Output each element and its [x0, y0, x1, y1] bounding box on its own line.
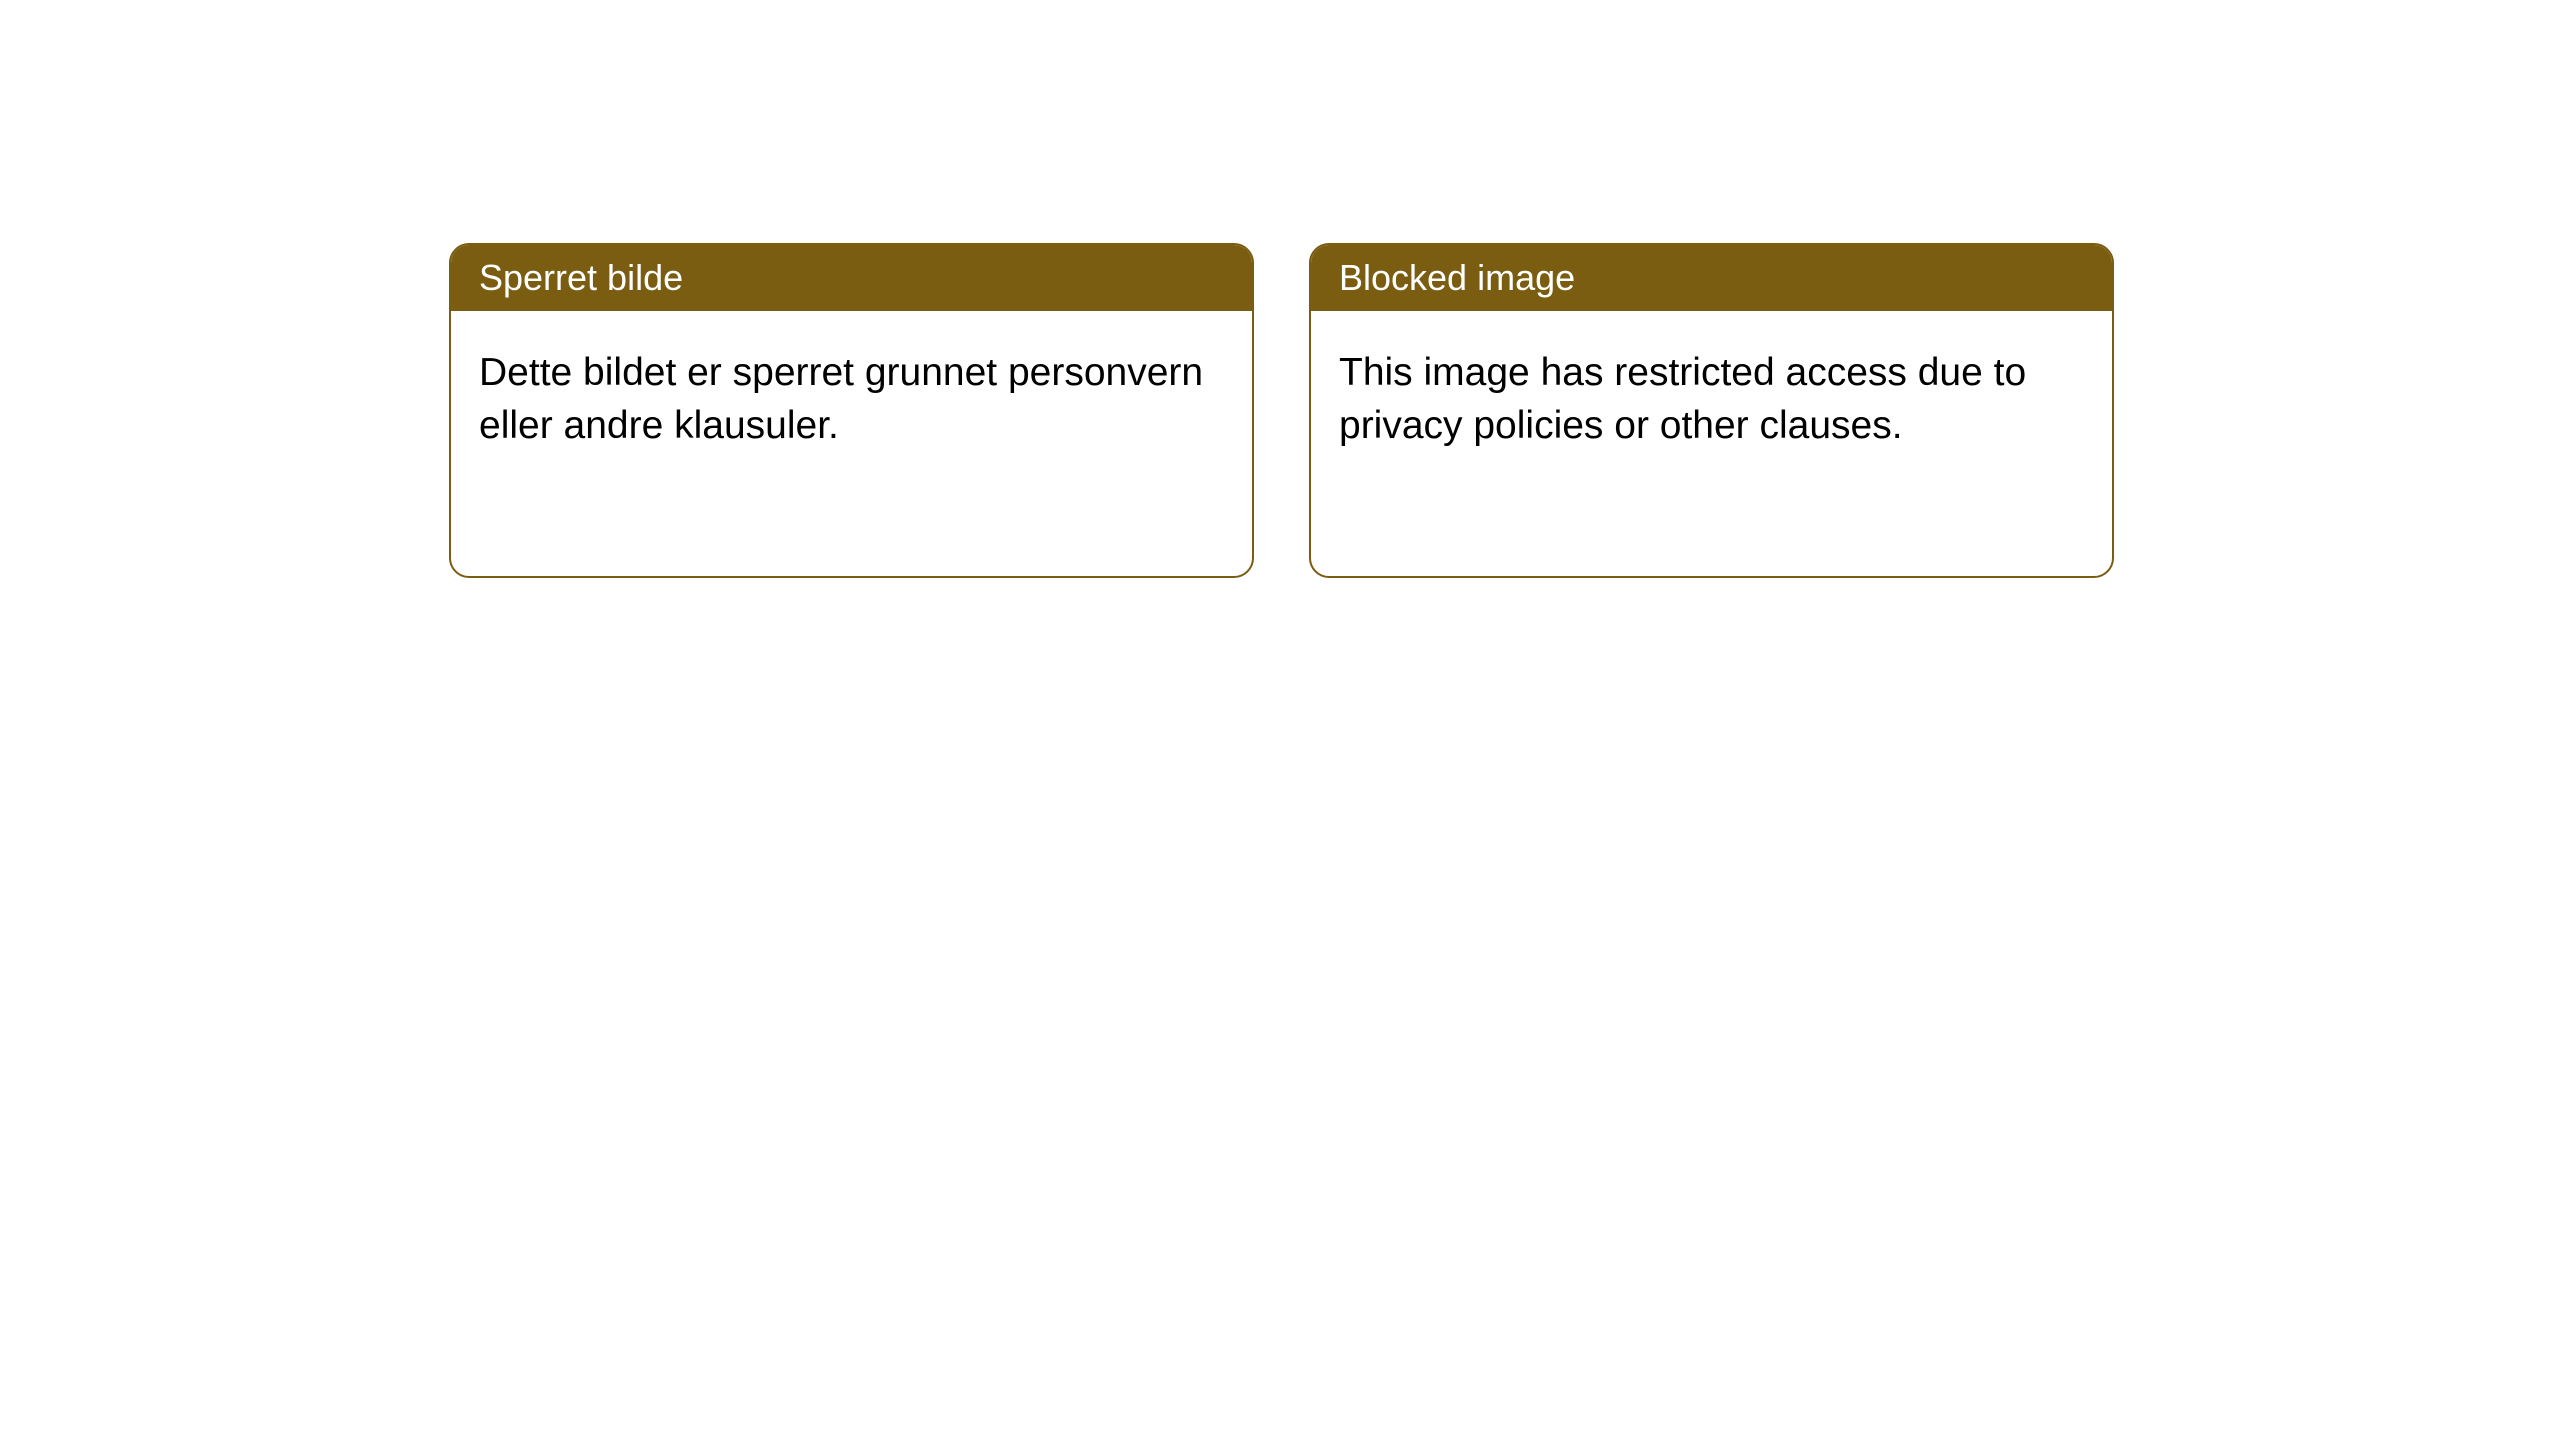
card-title: Blocked image	[1311, 245, 2112, 311]
notice-card-norwegian: Sperret bilde Dette bildet er sperret gr…	[449, 243, 1254, 578]
card-body: This image has restricted access due to …	[1311, 311, 2112, 488]
notice-cards-row: Sperret bilde Dette bildet er sperret gr…	[0, 0, 2560, 578]
notice-card-english: Blocked image This image has restricted …	[1309, 243, 2114, 578]
card-body: Dette bildet er sperret grunnet personve…	[451, 311, 1252, 488]
card-title: Sperret bilde	[451, 245, 1252, 311]
